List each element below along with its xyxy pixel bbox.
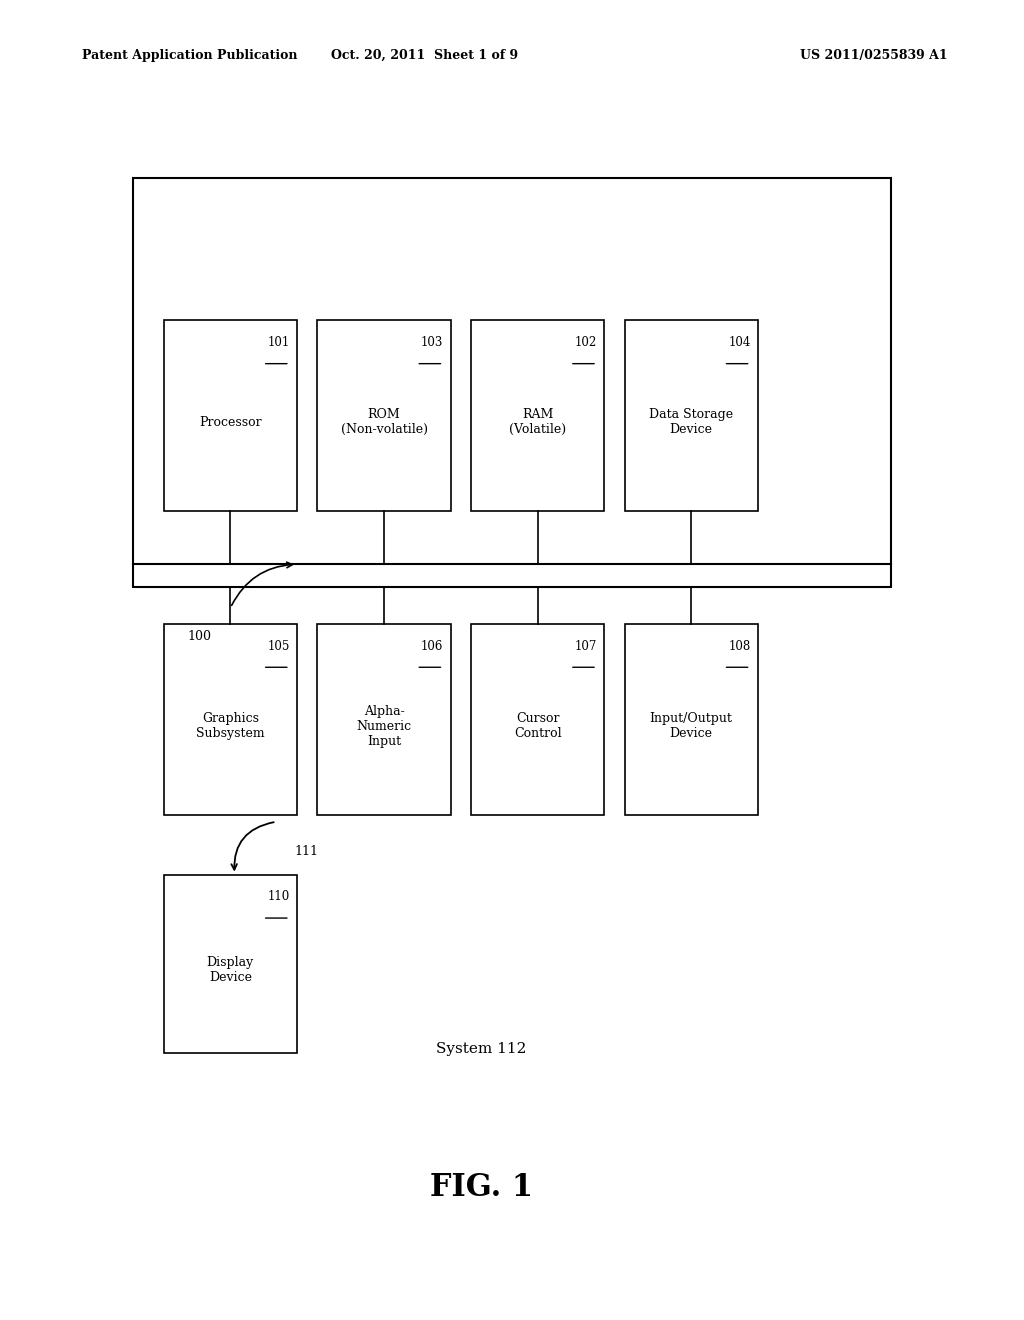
Text: ROM
(Non-volatile): ROM (Non-volatile) xyxy=(341,408,427,437)
Text: 105: 105 xyxy=(267,640,290,652)
Text: 110: 110 xyxy=(267,890,290,903)
Text: 100: 100 xyxy=(187,631,211,643)
FancyBboxPatch shape xyxy=(164,319,297,511)
Text: Display
Device: Display Device xyxy=(207,956,254,985)
Text: Processor: Processor xyxy=(199,416,262,429)
FancyBboxPatch shape xyxy=(164,874,297,1053)
Text: System 112: System 112 xyxy=(436,1043,526,1056)
Text: Graphics
Subsystem: Graphics Subsystem xyxy=(196,711,265,741)
Text: 104: 104 xyxy=(728,335,751,348)
Text: 107: 107 xyxy=(574,640,597,652)
Text: 102: 102 xyxy=(574,335,597,348)
Text: RAM
(Volatile): RAM (Volatile) xyxy=(509,408,566,437)
Text: Oct. 20, 2011  Sheet 1 of 9: Oct. 20, 2011 Sheet 1 of 9 xyxy=(332,49,518,62)
FancyBboxPatch shape xyxy=(471,319,604,511)
Text: 106: 106 xyxy=(421,640,443,652)
FancyBboxPatch shape xyxy=(317,624,451,814)
FancyBboxPatch shape xyxy=(625,624,758,814)
FancyBboxPatch shape xyxy=(164,624,297,814)
Text: 108: 108 xyxy=(728,640,751,652)
Text: FIG. 1: FIG. 1 xyxy=(430,1172,532,1204)
FancyBboxPatch shape xyxy=(471,624,604,814)
FancyBboxPatch shape xyxy=(625,319,758,511)
FancyBboxPatch shape xyxy=(317,319,451,511)
Text: 103: 103 xyxy=(421,335,443,348)
Text: Cursor
Control: Cursor Control xyxy=(514,711,561,741)
Text: Input/Output
Device: Input/Output Device xyxy=(650,711,732,741)
Text: 101: 101 xyxy=(267,335,290,348)
Text: Data Storage
Device: Data Storage Device xyxy=(649,408,733,437)
Text: Alpha-
Numeric
Input: Alpha- Numeric Input xyxy=(356,705,412,747)
Text: 111: 111 xyxy=(295,846,318,858)
Text: US 2011/0255839 A1: US 2011/0255839 A1 xyxy=(800,49,947,62)
FancyBboxPatch shape xyxy=(133,178,891,587)
Text: Patent Application Publication: Patent Application Publication xyxy=(82,49,297,62)
